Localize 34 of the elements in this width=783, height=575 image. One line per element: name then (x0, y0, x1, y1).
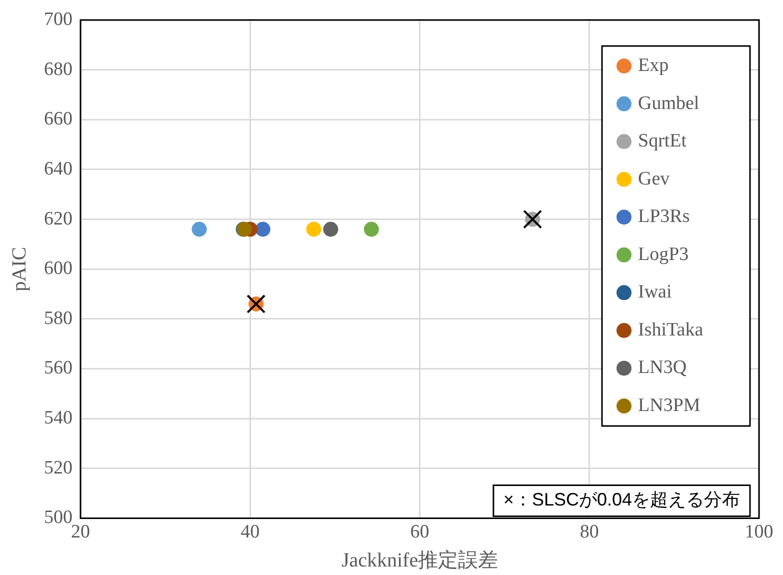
x-tick-label: 20 (71, 522, 90, 543)
y-tick-label: 640 (44, 158, 72, 180)
x-tick-label: 100 (744, 522, 774, 543)
y-tick-label: 580 (44, 308, 72, 329)
legend-label: LN3Q (638, 357, 687, 378)
legend-label: IshiTaka (638, 319, 704, 340)
legend-label: LN3PM (638, 394, 700, 416)
y-tick-label: 620 (44, 208, 72, 230)
y-tick-label: 560 (44, 358, 72, 379)
legend-label: LP3Rs (638, 206, 690, 228)
legend-label: Gev (638, 168, 670, 190)
x-tick-label: 60 (410, 522, 430, 543)
point (323, 222, 338, 237)
legend-label: LogP3 (638, 244, 689, 265)
y-tick-label: 540 (44, 408, 72, 429)
point (306, 222, 322, 237)
y-tick-label: 520 (44, 457, 72, 478)
x-tick-label: 40 (240, 522, 260, 543)
legend-label: SqrtEt (638, 130, 688, 152)
x-tick-label: 80 (580, 522, 599, 543)
y-tick-label: 600 (44, 258, 72, 280)
legend-label: Iwai (638, 282, 672, 303)
point (192, 222, 207, 237)
point (364, 222, 379, 237)
y-tick-label: 500 (44, 507, 72, 528)
x-axis-title: Jackknife推定誤差 (341, 549, 498, 572)
legend-label: Gumbel (638, 92, 700, 114)
y-tick-label: 700 (44, 8, 72, 30)
legend-label: Exp (638, 54, 669, 76)
point (255, 222, 270, 237)
y-axis-title: pAIC (8, 246, 30, 292)
y-tick-label: 680 (44, 58, 72, 80)
annotation: ×：SLSCが0.04を超える分布 (503, 490, 740, 510)
y-tick-label: 660 (44, 108, 72, 130)
